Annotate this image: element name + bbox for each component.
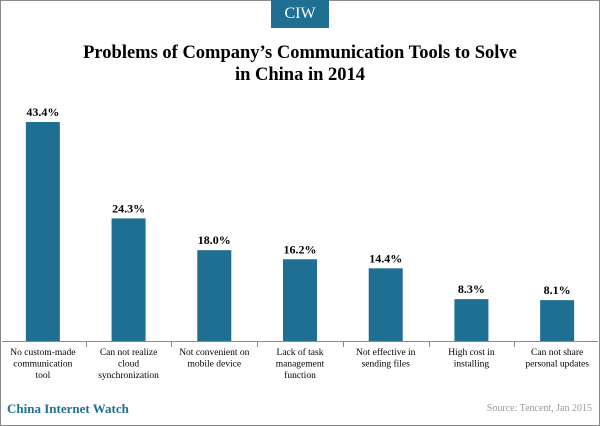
x-tick-label: management	[276, 360, 325, 370]
x-tick-label: communication	[13, 360, 72, 370]
footer-source: Source: Tencent, Jan 2015	[486, 403, 592, 414]
x-tick-label: Can not realize	[100, 348, 158, 358]
x-tick-label: Lack of task	[277, 347, 324, 358]
chart-title: Problems of Company’s Communication Tool…	[0, 42, 600, 86]
x-tick-label: tool	[35, 371, 50, 381]
data-label: 8.3%	[458, 282, 485, 296]
x-tick-label: Not effective in	[356, 347, 416, 358]
data-label: 14.4%	[369, 251, 402, 265]
data-label: 43.4%	[26, 105, 59, 119]
bar[interactable]	[454, 299, 489, 341]
x-tick-label: Can not share	[531, 348, 583, 358]
chart-title-line-1: Problems of Company’s Communication Tool…	[83, 43, 517, 63]
x-tick-label: synchronization	[98, 371, 159, 381]
bar[interactable]	[111, 218, 146, 341]
bar[interactable]	[25, 122, 60, 341]
data-label: 8.1%	[544, 283, 571, 297]
footer-brand[interactable]: China Internet Watch	[7, 401, 129, 416]
x-tick-label: No custom-made	[10, 348, 75, 358]
ciw-logo-badge[interactable]: CIW	[271, 0, 329, 28]
data-label: 16.2%	[284, 242, 317, 256]
x-tick-label: function	[284, 370, 316, 381]
x-tick-label: installing	[454, 360, 490, 370]
bar[interactable]	[197, 250, 232, 341]
chart-title-line-2: in China in 2014	[234, 65, 366, 85]
bar[interactable]	[283, 259, 317, 341]
x-tick-label: mobile device	[188, 360, 242, 370]
x-tick-label: sending files	[362, 359, 411, 370]
x-tick-label: High cost in	[448, 348, 495, 358]
bar[interactable]	[540, 300, 575, 341]
data-label: 24.3%	[112, 201, 145, 215]
bar[interactable]	[368, 268, 403, 341]
data-label: 18.0%	[198, 233, 231, 247]
x-tick-label: Not convenient on	[179, 348, 249, 358]
x-tick-label: cloud	[118, 360, 139, 370]
x-tick-label: personal updates	[525, 360, 589, 370]
